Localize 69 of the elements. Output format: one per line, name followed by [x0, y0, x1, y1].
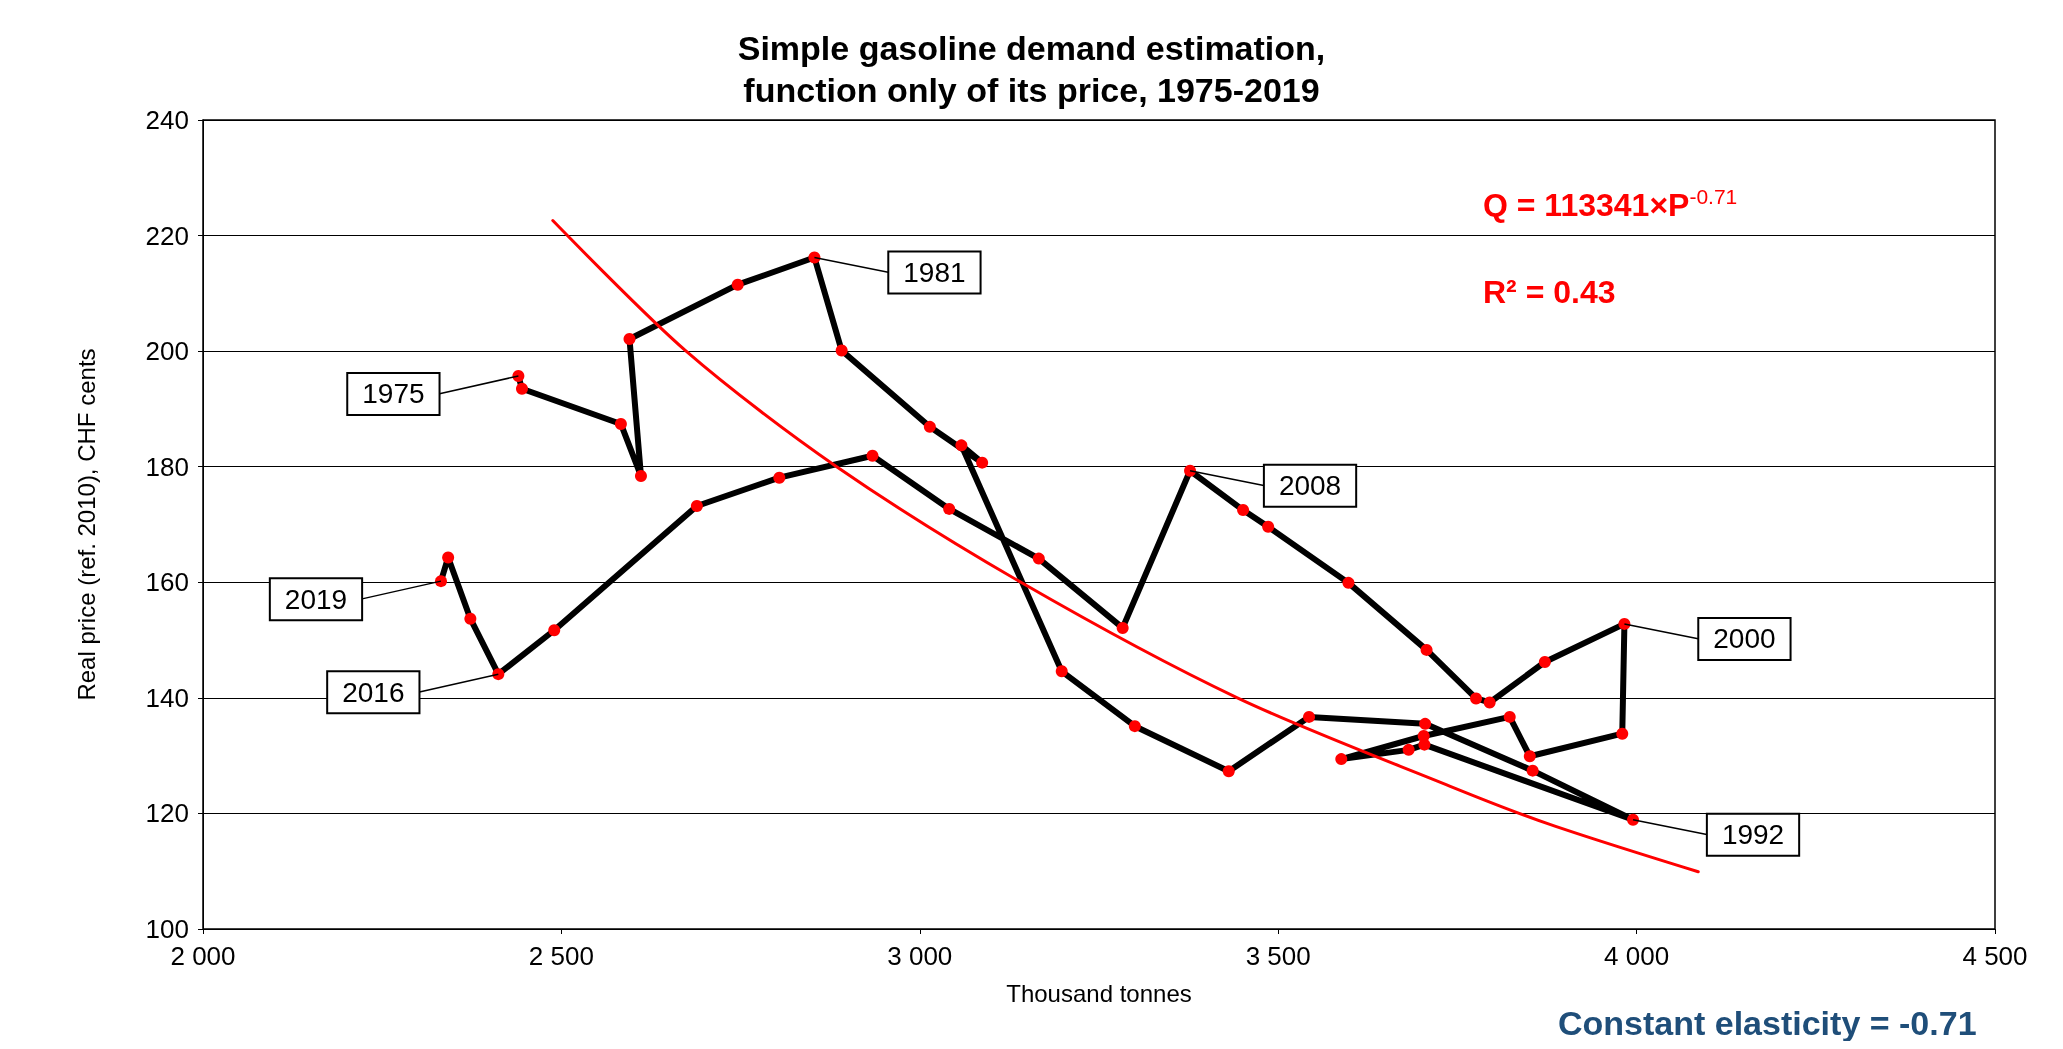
point — [943, 502, 956, 515]
y-tick-label: 240 — [145, 105, 189, 135]
point — [1032, 552, 1045, 565]
y-tick-label: 140 — [145, 682, 189, 713]
annotation: 1981 — [903, 257, 966, 289]
point — [548, 624, 561, 637]
point — [512, 369, 525, 382]
y-tick-label: 100 — [145, 914, 189, 944]
point — [515, 382, 528, 395]
point — [1237, 504, 1250, 517]
annotation: 1975 — [362, 378, 425, 410]
point — [1538, 656, 1551, 669]
annotation: R² = 0.43 — [1483, 274, 1616, 310]
point — [1526, 764, 1539, 777]
point — [866, 449, 879, 462]
point — [634, 469, 647, 482]
point — [1303, 710, 1316, 723]
y-tick-label: 160 — [145, 567, 189, 598]
point — [1184, 464, 1197, 477]
point — [1523, 750, 1536, 763]
point — [1616, 727, 1629, 740]
point — [808, 251, 821, 264]
y-tick-label: 200 — [145, 336, 189, 367]
x-tick-label: 4 500 — [1962, 941, 2028, 971]
point — [1470, 692, 1483, 705]
y-axis-title: Real price (ref. 2010), CHF cents — [72, 348, 100, 701]
x-tick-label: 3 000 — [887, 941, 953, 971]
point — [434, 575, 447, 588]
y-tick-label: 120 — [145, 798, 189, 829]
point — [464, 612, 477, 625]
point — [1417, 730, 1430, 742]
point — [1335, 753, 1348, 766]
point — [1342, 576, 1355, 589]
annotation: 1992 — [1721, 819, 1785, 851]
annotation: 2008 — [1278, 470, 1342, 502]
x-axis-title: Thousand tonnes — [1006, 979, 1192, 1007]
point — [773, 471, 786, 484]
x-tick-label: 2 500 — [528, 941, 594, 971]
point — [1055, 665, 1068, 678]
point — [690, 500, 703, 513]
point — [955, 439, 968, 452]
annotation: 2000 — [1713, 623, 1776, 655]
x-tick-label: 2 000 — [170, 941, 236, 971]
x-tick-label: 3 500 — [1245, 941, 1311, 971]
point — [731, 278, 744, 291]
point — [492, 668, 505, 681]
point — [1618, 617, 1631, 630]
point — [614, 417, 627, 430]
annotation: 2019 — [284, 583, 348, 615]
point — [442, 551, 455, 564]
point — [976, 456, 989, 469]
point — [835, 344, 848, 357]
point — [1402, 743, 1415, 756]
y-tick-label: 220 — [145, 220, 189, 251]
chart-title: Simple gasoline demand estimation, function only of its price, 1975-2019 — [737, 29, 1326, 109]
point — [1503, 710, 1516, 723]
y-tick-label: 180 — [145, 451, 189, 482]
point — [1222, 765, 1235, 778]
point — [1420, 643, 1433, 656]
x-tick-label: 4 000 — [1604, 941, 1670, 971]
annotation: 2016 — [342, 676, 405, 708]
point — [623, 333, 636, 345]
point — [1419, 717, 1432, 730]
point — [1627, 813, 1640, 826]
point — [1262, 520, 1275, 533]
point — [1128, 720, 1141, 733]
point — [1116, 621, 1129, 634]
point — [923, 420, 936, 433]
point — [1483, 696, 1496, 709]
